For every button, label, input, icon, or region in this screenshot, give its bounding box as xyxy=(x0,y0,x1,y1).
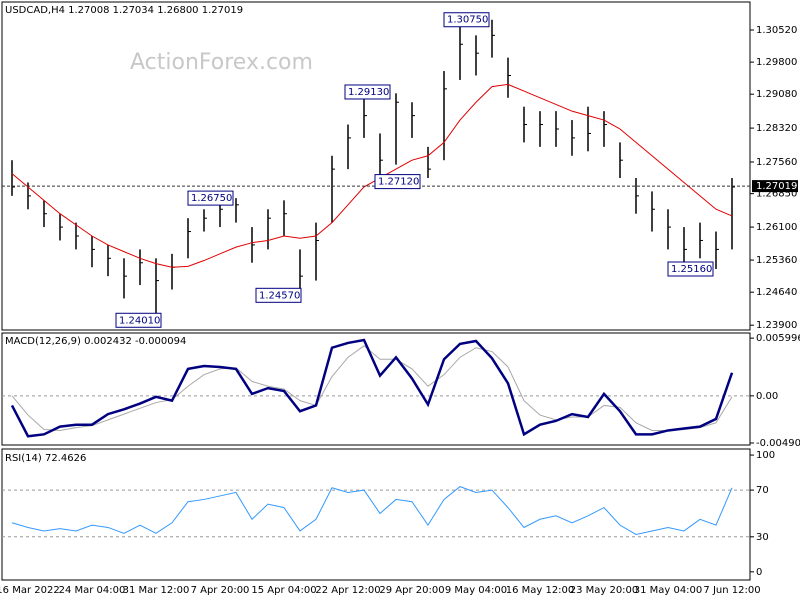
y-tick-label: 1.29800 xyxy=(756,57,797,68)
y-tick-label: 0.005996 xyxy=(756,333,800,344)
y-tick-label: 1.23900 xyxy=(756,320,797,331)
y-tick-label: 1.28320 xyxy=(756,123,797,134)
watermark: ActionForex.com xyxy=(130,50,313,75)
x-tick-label: 9 May 04:00 xyxy=(445,585,507,596)
y-tick-label: 1.29080 xyxy=(756,89,797,100)
y-tick-label: 1.24640 xyxy=(756,287,797,298)
rsi-panel xyxy=(1,448,751,581)
y-tick-label: 1.25360 xyxy=(756,255,797,266)
y-tick-label: 0 xyxy=(756,567,762,578)
annotation-box xyxy=(443,12,490,28)
annotation-label: 1.24570 xyxy=(259,290,300,301)
y-tick-label: 0.00 xyxy=(756,391,778,402)
x-tick-label: 24 Mar 04:00 xyxy=(59,585,126,596)
annotation-box xyxy=(115,312,162,328)
annotation-label: 1.26750 xyxy=(191,193,232,204)
y-tick-label: 1.30520 xyxy=(756,25,797,36)
x-tick-label: 31 Mar 12:00 xyxy=(123,585,190,596)
annotation-label: 1.27120 xyxy=(378,177,419,188)
y-tick-label: 1.26850 xyxy=(756,189,797,200)
rsi-line xyxy=(11,486,733,535)
rsi-title: RSI(14) 72.4626 xyxy=(5,453,86,464)
x-tick-label: 29 Apr 20:00 xyxy=(379,585,444,596)
moving-average xyxy=(11,83,733,268)
annotation-label: 1.29130 xyxy=(348,87,389,98)
x-tick-label: 15 Apr 04:00 xyxy=(251,585,316,596)
x-tick-label: 7 Apr 20:00 xyxy=(191,585,250,596)
price-panel xyxy=(1,1,751,331)
price-title: USDCAD,H4 1.27008 1.27034 1.26800 1.2701… xyxy=(5,5,243,16)
annotation-box xyxy=(255,287,302,303)
macd-title: MACD(12,26,9) 0.002432 -0.000094 xyxy=(5,336,186,347)
current-price-label: 1.27019 xyxy=(756,181,797,192)
macd-panel xyxy=(1,332,751,446)
annotation-box xyxy=(374,174,421,190)
annotation-label: 1.25160 xyxy=(671,264,712,275)
x-tick-label: 23 May 20:00 xyxy=(570,585,639,596)
y-tick-label: 100 xyxy=(756,450,775,461)
y-tick-label: 1.27560 xyxy=(756,157,797,168)
macd-line xyxy=(10,338,734,438)
x-tick-label: 31 May 04:00 xyxy=(634,585,703,596)
macd-line xyxy=(11,345,733,431)
y-tick-label: 30 xyxy=(756,532,769,543)
y-tick-label: 1.26100 xyxy=(756,222,797,233)
x-tick-label: 16 Mar 2022 xyxy=(0,585,60,596)
annotation-box xyxy=(667,261,714,277)
x-tick-label: 22 Apr 12:00 xyxy=(315,585,380,596)
annotation-box xyxy=(187,190,234,206)
annotation-label: 1.24010 xyxy=(119,315,160,326)
annotation-label: 1.30750 xyxy=(447,15,488,26)
x-tick-label: 16 May 12:00 xyxy=(506,585,575,596)
y-tick-label: 70 xyxy=(756,485,769,496)
x-tick-label: 7 Jun 12:00 xyxy=(703,585,760,596)
annotation-box xyxy=(344,84,391,100)
current-price-box xyxy=(752,180,798,193)
